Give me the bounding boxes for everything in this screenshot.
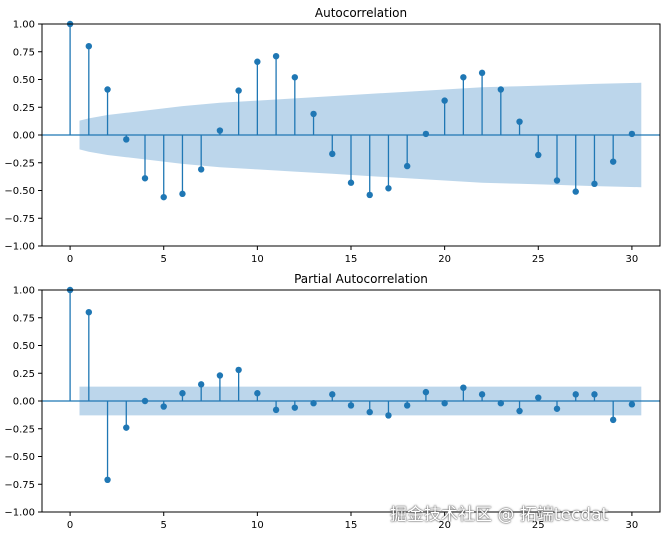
pacf-x-tick-label: 25 xyxy=(532,520,545,531)
acf-point xyxy=(497,86,505,93)
pacf-y-tick-label: −1.00 xyxy=(4,508,35,519)
acf-y-tick-label: 1.00 xyxy=(13,20,35,31)
acf-point xyxy=(85,43,93,50)
pacf-point xyxy=(591,391,598,398)
acf-point xyxy=(628,130,636,138)
acf-point xyxy=(329,150,336,158)
acf-x-tick-label: 30 xyxy=(626,254,639,265)
pacf-point xyxy=(216,372,224,379)
acf-point xyxy=(104,86,111,93)
pacf-y-tick-label: −0.75 xyxy=(4,480,35,491)
pacf-x-tick-label: 30 xyxy=(626,520,639,531)
pacf-point xyxy=(628,401,636,408)
pacf-y-tick-label: −0.50 xyxy=(4,452,35,463)
acf-y-tick-label: 0.00 xyxy=(13,131,35,142)
pacf-y-tick-label: 0.00 xyxy=(13,397,35,408)
pacf-point xyxy=(347,402,355,409)
acf-point xyxy=(609,158,617,165)
acf-x-tick-label: 20 xyxy=(438,254,451,265)
pacf-point xyxy=(254,390,261,397)
acf-point xyxy=(591,180,598,188)
pacf-point xyxy=(310,400,317,407)
acf-y-tick-label: 0.25 xyxy=(13,103,35,114)
pacf-y-tick-label: −0.25 xyxy=(4,424,35,435)
pacf-point xyxy=(235,366,242,374)
pacf-y-tick-label: 1.00 xyxy=(13,286,35,297)
acf-y-tick-label: 0.75 xyxy=(13,47,35,58)
pacf-point xyxy=(104,476,111,484)
acf-x-tick-label: 25 xyxy=(532,254,545,265)
pacf-point xyxy=(160,403,167,410)
watermark-text: 掘金技术社区 @ 拓端tecdat xyxy=(390,505,609,525)
pacf-x-tick-label: 5 xyxy=(161,520,167,531)
pacf-y-tick-label: 0.75 xyxy=(13,313,35,324)
acf-point xyxy=(403,162,411,170)
acf-point xyxy=(216,127,224,134)
pacf-point xyxy=(291,404,299,411)
pacf-y-tick-label: 0.25 xyxy=(13,369,35,380)
pacf-x-tick-label: 10 xyxy=(251,520,264,531)
acf-panel: −1.00 −0.75 −0.50 −0.25 0.00 0.25 0.50 0.75 1.00… xyxy=(4,6,661,265)
pacf-point xyxy=(123,424,130,431)
pacf-point xyxy=(516,407,523,415)
acf-x-tick-label: 15 xyxy=(345,254,358,265)
pacf-point xyxy=(553,405,561,412)
acf-y-tick-label: −0.50 xyxy=(4,186,35,197)
acf-point xyxy=(179,190,186,198)
pacf-title: Partial Autocorrelation xyxy=(294,272,428,286)
pacf-point xyxy=(366,408,373,416)
acf-point xyxy=(366,191,373,199)
acf-point xyxy=(572,188,579,195)
acf-point xyxy=(310,110,317,118)
pacf-point xyxy=(329,391,336,398)
pacf-point xyxy=(179,390,186,397)
acf-y-tick-label: −0.75 xyxy=(4,214,35,225)
pacf-y-tick-label: 0.50 xyxy=(13,341,35,352)
pacf-point xyxy=(403,402,411,409)
acf-x-tick-label: 0 xyxy=(67,254,73,265)
pacf-point xyxy=(385,412,392,419)
acf-point xyxy=(385,185,392,192)
pacf-point xyxy=(609,416,617,424)
acf-y-tick-label: 0.50 xyxy=(13,75,35,86)
pacf-point xyxy=(197,381,205,388)
acf-point xyxy=(235,87,242,94)
pacf-point xyxy=(478,391,486,398)
pacf-point xyxy=(422,388,430,396)
pacf-x-tick-label: 0 xyxy=(67,520,73,531)
pacf-point xyxy=(85,309,93,316)
pacf-point xyxy=(141,397,149,405)
acf-point xyxy=(422,130,430,138)
pacf-x-tick-label: 15 xyxy=(345,520,358,531)
acf-point xyxy=(553,177,561,184)
pacf-point xyxy=(460,384,467,391)
pacf-point xyxy=(272,406,280,414)
acf-point xyxy=(160,193,167,201)
pacf-point xyxy=(535,394,542,401)
acf-x-tick-label: 10 xyxy=(251,254,264,265)
pacf-panel: −1.00 −0.75 −0.50 −0.25 0.00 0.25 0.50 0.75 1.00… xyxy=(4,272,661,531)
acf-point xyxy=(460,74,467,81)
acf-y-tick-label: −1.00 xyxy=(4,242,35,253)
pacf-point xyxy=(497,400,505,407)
acf-point xyxy=(141,175,149,182)
acf-point xyxy=(197,166,205,173)
acf-point xyxy=(291,74,299,81)
acf-point xyxy=(123,136,130,143)
acf-title: Autocorrelation xyxy=(315,6,407,20)
acf-point xyxy=(272,52,280,60)
pacf-point xyxy=(572,391,579,398)
pacf-x-tick-label: 20 xyxy=(438,520,451,531)
acf-point xyxy=(516,118,523,125)
acf-point xyxy=(478,69,486,77)
acf-point xyxy=(254,58,261,65)
acf-point xyxy=(347,179,355,186)
pacf-point xyxy=(441,400,448,407)
acf-point xyxy=(441,97,448,104)
acf-point xyxy=(535,151,542,159)
acf-x-tick-label: 5 xyxy=(161,254,167,265)
acf-y-tick-label: −0.25 xyxy=(4,158,35,169)
